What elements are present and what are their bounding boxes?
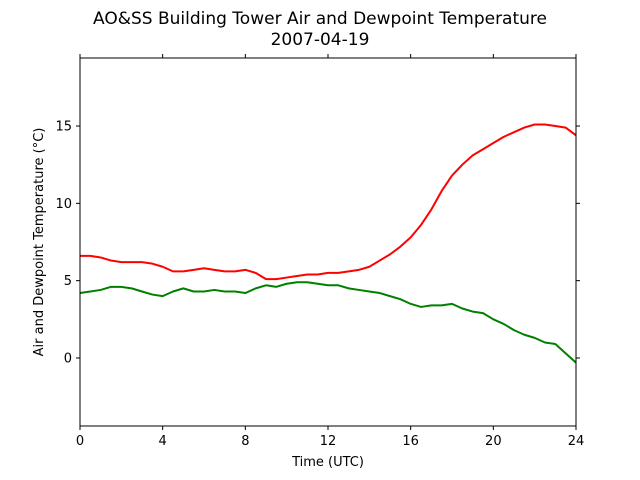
x-tick-label: 20 xyxy=(485,434,502,449)
chart-subtitle: 2007-04-19 xyxy=(271,30,370,50)
series-lines xyxy=(79,123,577,364)
series-line-1 xyxy=(80,123,577,281)
y-tick-label: 10 xyxy=(55,197,72,212)
y-tick-label: 5 xyxy=(64,274,72,289)
chart-title: AO&SS Building Tower Air and Dewpoint Te… xyxy=(93,9,547,29)
x-tick-label: 12 xyxy=(320,434,337,449)
x-tick-label: 0 xyxy=(76,434,84,449)
y-tick-label: 0 xyxy=(64,351,72,366)
x-tick-label: 4 xyxy=(159,434,167,449)
x-tick-label: 24 xyxy=(568,434,585,449)
x-tick-label: 16 xyxy=(402,434,419,449)
y-tick-label: 15 xyxy=(55,120,72,135)
axis-ticks: 0 4 8 12 16 20 24 0 5 10 15 xyxy=(55,54,584,449)
x-axis-label: Time (UTC) xyxy=(291,455,364,470)
plot-frame xyxy=(79,57,577,427)
x-tick-label: 8 xyxy=(241,434,249,449)
y-axis-label: Air and Dewpoint Temperature (°C) xyxy=(32,128,47,357)
series-line-2 xyxy=(79,281,577,364)
